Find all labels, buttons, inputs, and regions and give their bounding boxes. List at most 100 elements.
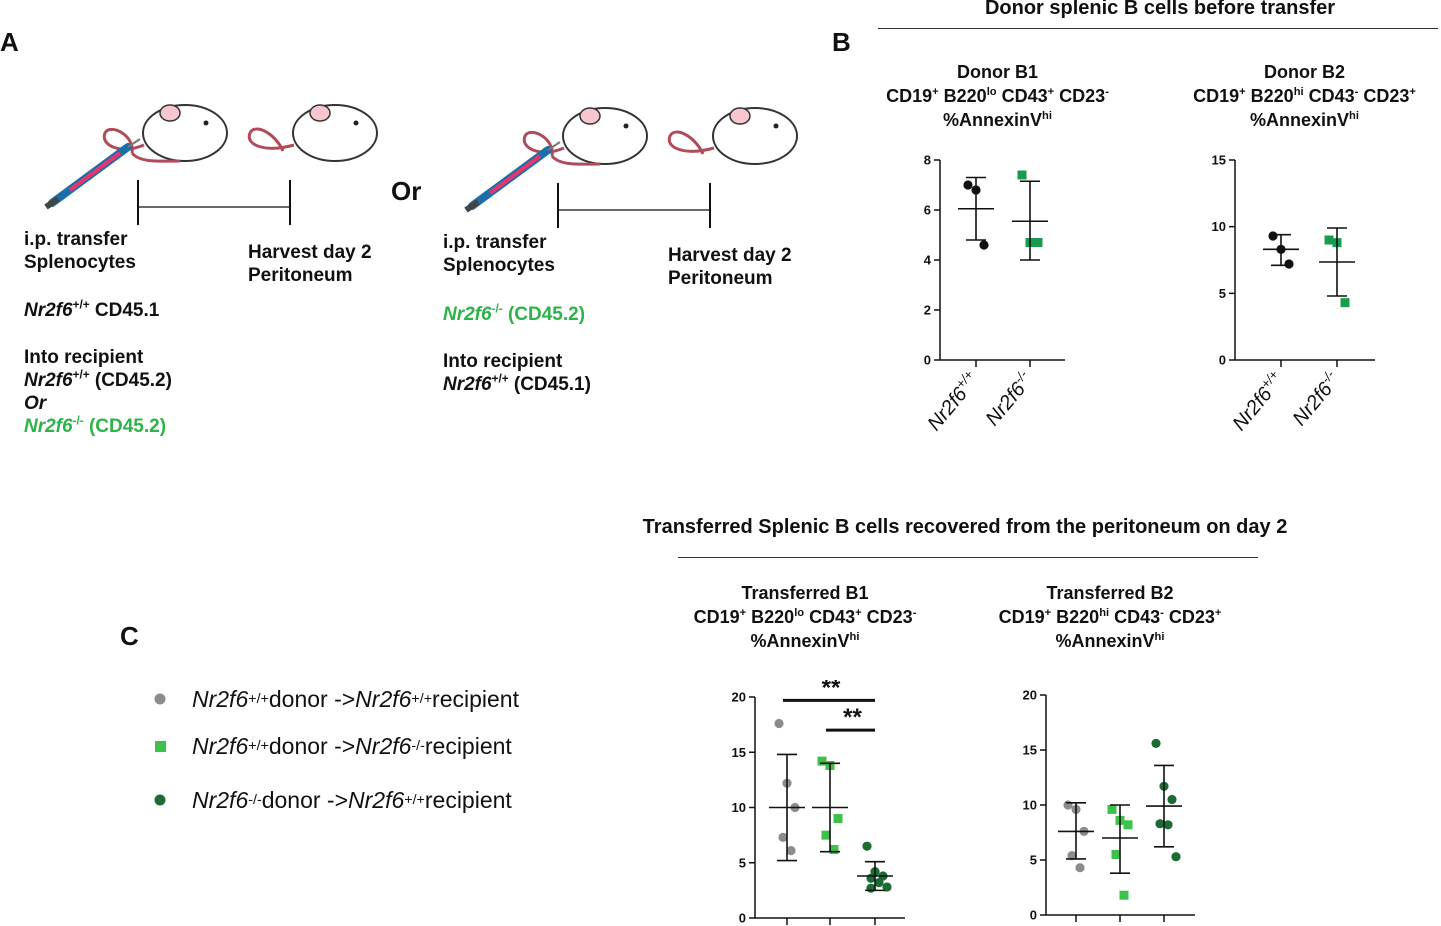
- marker-text: CD45.1: [89, 300, 160, 321]
- mouse-diagram-right: [464, 107, 798, 228]
- data-point: [1155, 819, 1165, 829]
- data-point: [862, 841, 872, 851]
- y-tick-label: 5: [1030, 853, 1037, 868]
- data-point: [1151, 738, 1161, 748]
- left-recipient-2: Nr2f6-/- (CD45.2): [24, 415, 172, 438]
- data-point: [1324, 235, 1334, 245]
- panel-c-header-rule: [678, 557, 1258, 558]
- y-tick-label: 2: [924, 303, 931, 318]
- right-transfer-line2: Splenocytes: [443, 255, 555, 276]
- legend-marker-gray-circle: [154, 693, 166, 705]
- data-point: [882, 882, 892, 892]
- y-tick-label: 20: [1023, 688, 1037, 703]
- x-category-label: Nr2f6-/-: [1286, 367, 1345, 430]
- panel-label-b: B: [832, 27, 851, 57]
- into-recipient-label: Into recipient: [24, 347, 144, 368]
- data-point: [1017, 170, 1027, 180]
- panel-c-header: Transferred Splenic B cells recovered fr…: [642, 516, 1288, 538]
- mouse-injected-icon: [522, 107, 648, 166]
- chart-c2: 0 5 10 15 20: [1023, 688, 1195, 923]
- syringe-icon: [44, 138, 141, 210]
- syringe-icon: [464, 141, 561, 213]
- data-point: [1033, 238, 1043, 247]
- legend-marker-darkgreen-circle: [154, 794, 166, 806]
- data-point: [979, 240, 989, 250]
- data-point: [1284, 259, 1294, 269]
- y-tick-label: 0: [1219, 353, 1226, 368]
- panel-label-c: C: [120, 621, 139, 651]
- legend-item: Nr2f6 +/+ donor -> Nr2f6 +/+ recipient: [152, 684, 519, 714]
- data-point: [1123, 820, 1133, 830]
- into-recipient-label: Into recipient: [443, 351, 563, 372]
- title-line2: CD19+ B220hi CD43- CD23+: [1193, 86, 1416, 106]
- right-harvest-line1: Harvest day 2: [668, 245, 792, 266]
- left-transfer-label: i.p. transfer Splenocytes: [24, 228, 136, 274]
- title-line2: CD19+ B220lo CD43+ CD23-: [693, 607, 917, 627]
- title-line1: Donor B1: [957, 62, 1038, 82]
- title-line2: CD19+ B220lo CD43+ CD23-: [886, 86, 1109, 106]
- marker-text: (CD45.2): [89, 370, 172, 391]
- panel-b-header: Donor splenic B cells before transfer: [984, 0, 1336, 19]
- x-category-label: Nr2f6-/-: [979, 367, 1038, 430]
- y-tick-label: 15: [732, 745, 746, 760]
- gene-name: Nr2f6: [24, 370, 73, 391]
- data-point: [1067, 851, 1077, 861]
- legend-marker-green-square: [155, 741, 166, 752]
- data-point: [774, 718, 784, 729]
- significance-label: **: [843, 704, 862, 731]
- left-transfer-line1: i.p. transfer: [24, 229, 128, 250]
- y-tick-label: 0: [1030, 908, 1037, 923]
- chart-b1: 0 2 4 6 8 Nr2f6+/+ Nr2f6-/-: [921, 153, 1065, 435]
- title-line3: %AnnexinVhi: [1055, 631, 1165, 651]
- gene-name: Nr2f6: [443, 374, 492, 395]
- left-harvest-line2: Peritoneum: [248, 265, 353, 286]
- or-between-diagrams: Or: [391, 176, 422, 206]
- title-line1: Donor B2: [1264, 62, 1345, 82]
- y-tick-label: 20: [732, 690, 746, 705]
- right-transfer-label: i.p. transfer Splenocytes: [443, 231, 555, 277]
- left-harvest-label: Harvest day 2 Peritoneum: [248, 241, 372, 287]
- title-line3: %AnnexinVhi: [750, 631, 860, 651]
- right-transfer-line1: i.p. transfer: [443, 232, 547, 253]
- data-point: [1163, 820, 1173, 830]
- gene-name: Nr2f6: [24, 300, 73, 321]
- right-donor-genotype: Nr2f6-/- (CD45.2): [443, 303, 585, 326]
- data-point: [1107, 804, 1117, 814]
- y-tick-label: 15: [1212, 153, 1226, 168]
- chart-c1-title: Transferred B1 CD19+ B220lo CD43+ CD23- …: [655, 581, 955, 653]
- chart-b2: 0 5 10 15 Nr2f6+/+ Nr2f6-/-: [1212, 153, 1375, 435]
- data-point: [778, 832, 788, 842]
- mouse-harvest-icon: [247, 104, 378, 162]
- mouse-diagram-left: [44, 104, 378, 225]
- title-line3: %AnnexinVhi: [1250, 110, 1359, 130]
- left-recipient-block: Into recipient Nr2f6+/+ (CD45.2) Or Nr2f…: [24, 346, 172, 438]
- data-point: [1268, 231, 1278, 241]
- genotype-sup: -/-: [72, 414, 84, 428]
- chart-b1-title: Donor B1 CD19+ B220lo CD43+ CD23- %Annex…: [845, 60, 1150, 132]
- data-point: [817, 756, 827, 766]
- legend-item: Nr2f6 -/- donor -> Nr2f6 +/+ recipient: [152, 785, 519, 815]
- title-line1: Transferred B2: [1046, 583, 1174, 603]
- y-tick-label: 10: [1023, 798, 1037, 813]
- left-harvest-line1: Harvest day 2: [248, 242, 372, 263]
- marker-text: (CD45.2): [502, 304, 586, 325]
- genotype-sup: +/+: [72, 368, 90, 382]
- right-harvest-label: Harvest day 2 Peritoneum: [668, 244, 792, 290]
- legend: Nr2f6 +/+ donor -> Nr2f6 +/+ recipient Nr2…: [152, 684, 519, 815]
- panel-b-header-rule: [878, 28, 1438, 29]
- chart-c1: 0 5 10 15 20 ****: [732, 680, 905, 926]
- right-recipient-block: Into recipient Nr2f6+/+ (CD45.1): [443, 350, 591, 396]
- y-tick-label: 4: [924, 253, 932, 268]
- x-category-label: Nr2f6+/+: [921, 367, 984, 435]
- right-recipient: Nr2f6+/+ (CD45.1): [443, 373, 591, 396]
- data-point: [786, 845, 796, 856]
- right-harvest-line2: Peritoneum: [668, 268, 773, 289]
- genotype-sup: +/+: [491, 372, 509, 386]
- y-tick-label: 5: [739, 855, 746, 870]
- data-point: [1340, 298, 1350, 308]
- y-tick-label: 15: [1023, 743, 1037, 758]
- data-point: [1063, 800, 1073, 810]
- title-line2: CD19+ B220hi CD43- CD23+: [998, 607, 1222, 627]
- left-donor-genotype: Nr2f6+/+ CD45.1: [24, 299, 159, 322]
- gene-name: Nr2f6: [24, 416, 73, 437]
